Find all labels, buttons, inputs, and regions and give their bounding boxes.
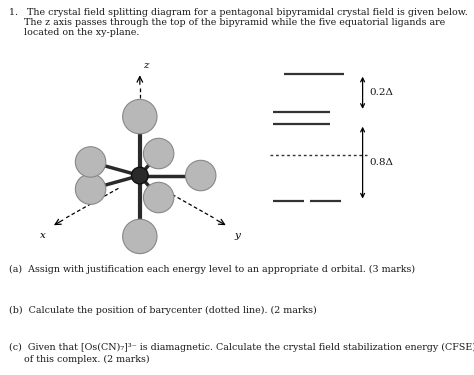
Text: z: z (143, 62, 148, 70)
Circle shape (75, 147, 106, 177)
Text: 0.2Δ: 0.2Δ (370, 88, 394, 97)
Circle shape (75, 174, 106, 204)
Circle shape (144, 182, 174, 213)
Text: 0.8Δ: 0.8Δ (370, 158, 394, 167)
Circle shape (123, 219, 157, 254)
Text: (a)  Assign with justification each energy level to an appropriate d orbital. (3: (a) Assign with justification each energ… (9, 264, 415, 273)
Text: (c)  Given that [Os(CN)₇]³⁻ is diamagnetic. Calculate the crystal field stabiliz: (c) Given that [Os(CN)₇]³⁻ is diamagneti… (9, 343, 474, 352)
Text: located on the xy-plane.: located on the xy-plane. (9, 28, 139, 37)
Text: (b)  Calculate the position of barycenter (dotted line). (2 marks): (b) Calculate the position of barycenter… (9, 306, 316, 315)
Circle shape (123, 99, 157, 134)
Text: The z axis passes through the top of the bipyramid while the five equatorial lig: The z axis passes through the top of the… (9, 18, 445, 27)
Circle shape (144, 138, 174, 169)
Text: of this complex. (2 marks): of this complex. (2 marks) (9, 354, 149, 363)
Text: x: x (40, 231, 46, 240)
Text: 1.   The crystal field splitting diagram for a pentagonal bipyramidal crystal fi: 1. The crystal field splitting diagram f… (9, 8, 467, 17)
Text: y: y (234, 231, 240, 240)
Circle shape (185, 160, 216, 191)
Circle shape (131, 167, 148, 184)
